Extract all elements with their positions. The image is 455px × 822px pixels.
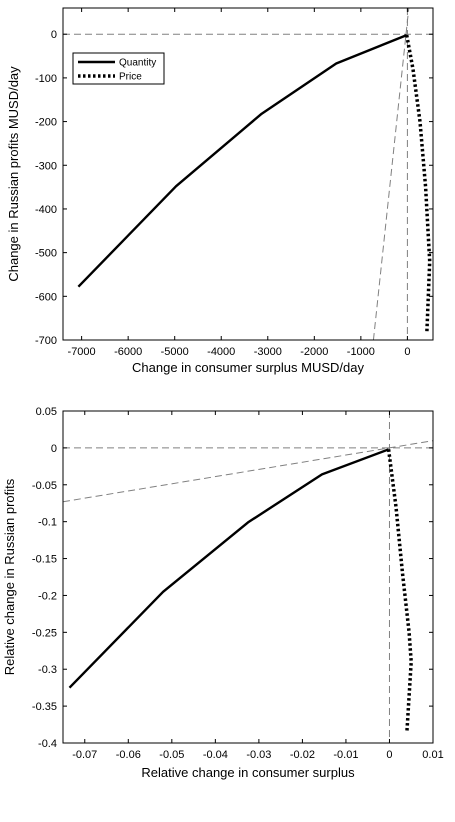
plot-frame	[62, 7, 434, 341]
x-tick-label: 0	[386, 749, 392, 761]
chart-panel-2: -0.07 -0.06 -0.05 -0.04 -0.03 -0.02 -0.01 0 0.01…	[2, 406, 444, 780]
series-line-price	[386, 449, 413, 733]
y-tick-label: -0.1	[38, 517, 57, 529]
y-tick-label: -0.15	[32, 554, 57, 566]
x-tick-label: 0.01	[422, 749, 443, 761]
y-tick-label: -0.05	[32, 480, 57, 492]
y-tick-label: -0.35	[32, 701, 57, 713]
x-tick-label: -0.01	[333, 749, 358, 761]
series-line-quantity	[77, 33, 408, 288]
y-tick-label: 0	[51, 29, 57, 41]
legend-label-quantity: Quantity	[119, 58, 156, 69]
x-tick-label: -0.05	[159, 749, 184, 761]
y-tick-label: -500	[35, 248, 57, 260]
x-tick-label: -0.03	[246, 749, 271, 761]
x-tick-label: -4000	[207, 346, 235, 358]
x-tick-label: -7000	[68, 346, 96, 358]
reference-lines	[63, 411, 433, 743]
y-axis: 0.05 0 -0.05 -0.1 -0.15 -0.2 -0.25 -0.3 -0.35 -0.…	[32, 406, 433, 750]
x-axis: -0.07 -0.06 -0.05 -0.04 -0.03 -0.02 -0.01 0 0.01	[72, 411, 444, 761]
y-tick-label: -400	[35, 204, 57, 216]
y-axis-label: Change in Russian profits MUSD/day	[6, 66, 21, 282]
y-axis-label: Relative change in Russian profits	[2, 478, 17, 675]
x-tick-label: -5000	[161, 346, 189, 358]
y-tick-label: -0.2	[38, 590, 57, 602]
x-tick-label: -6000	[114, 346, 142, 358]
x-axis: -7000 -6000 -5000 -4000 -3000 -2000 -1000 0	[68, 8, 410, 358]
y-tick-label: -0.4	[38, 738, 57, 750]
y-tick-label: -100	[35, 73, 57, 85]
x-tick-label: -0.02	[290, 749, 315, 761]
y-tick-label: -0.25	[32, 627, 57, 639]
legend-box	[72, 52, 165, 85]
y-tick-label: -600	[35, 291, 57, 303]
y-tick-label: -200	[35, 117, 57, 129]
x-tick-label: -0.07	[72, 749, 97, 761]
legend: Quantity Price	[72, 52, 165, 85]
x-tick-label: -2000	[300, 346, 328, 358]
plot-frame	[62, 410, 434, 744]
x-tick-label: -1000	[347, 346, 375, 358]
legend-label-price: Price	[119, 72, 142, 83]
y-tick-label: 0	[51, 443, 57, 455]
series-group	[68, 448, 413, 733]
series-line-quantity	[68, 448, 390, 689]
reference-lines	[63, 8, 433, 340]
series-line-price	[404, 34, 432, 332]
y-tick-label: -300	[35, 160, 57, 172]
x-tick-label: 0	[404, 346, 410, 358]
y-tick-label: 0.05	[36, 406, 57, 418]
series-group	[77, 33, 432, 332]
x-tick-label: -3000	[254, 346, 282, 358]
y-tick-label: -0.3	[38, 664, 57, 676]
x-tick-label: -0.06	[116, 749, 141, 761]
chart-panel-1: -7000 -6000 -5000 -4000 -3000 -2000 -1000 0 0 -10…	[6, 7, 434, 375]
x-axis-label: Relative change in consumer surplus	[141, 765, 355, 780]
x-axis-label: Change in consumer surplus MUSD/day	[132, 360, 364, 375]
y-axis: 0 -100 -200 -300 -400 -500 -600 -700	[35, 29, 433, 347]
reference-line-segment	[372, 8, 410, 340]
x-tick-label: -0.04	[203, 749, 228, 761]
reference-line-segment	[63, 440, 433, 503]
y-tick-label: -700	[35, 335, 57, 347]
